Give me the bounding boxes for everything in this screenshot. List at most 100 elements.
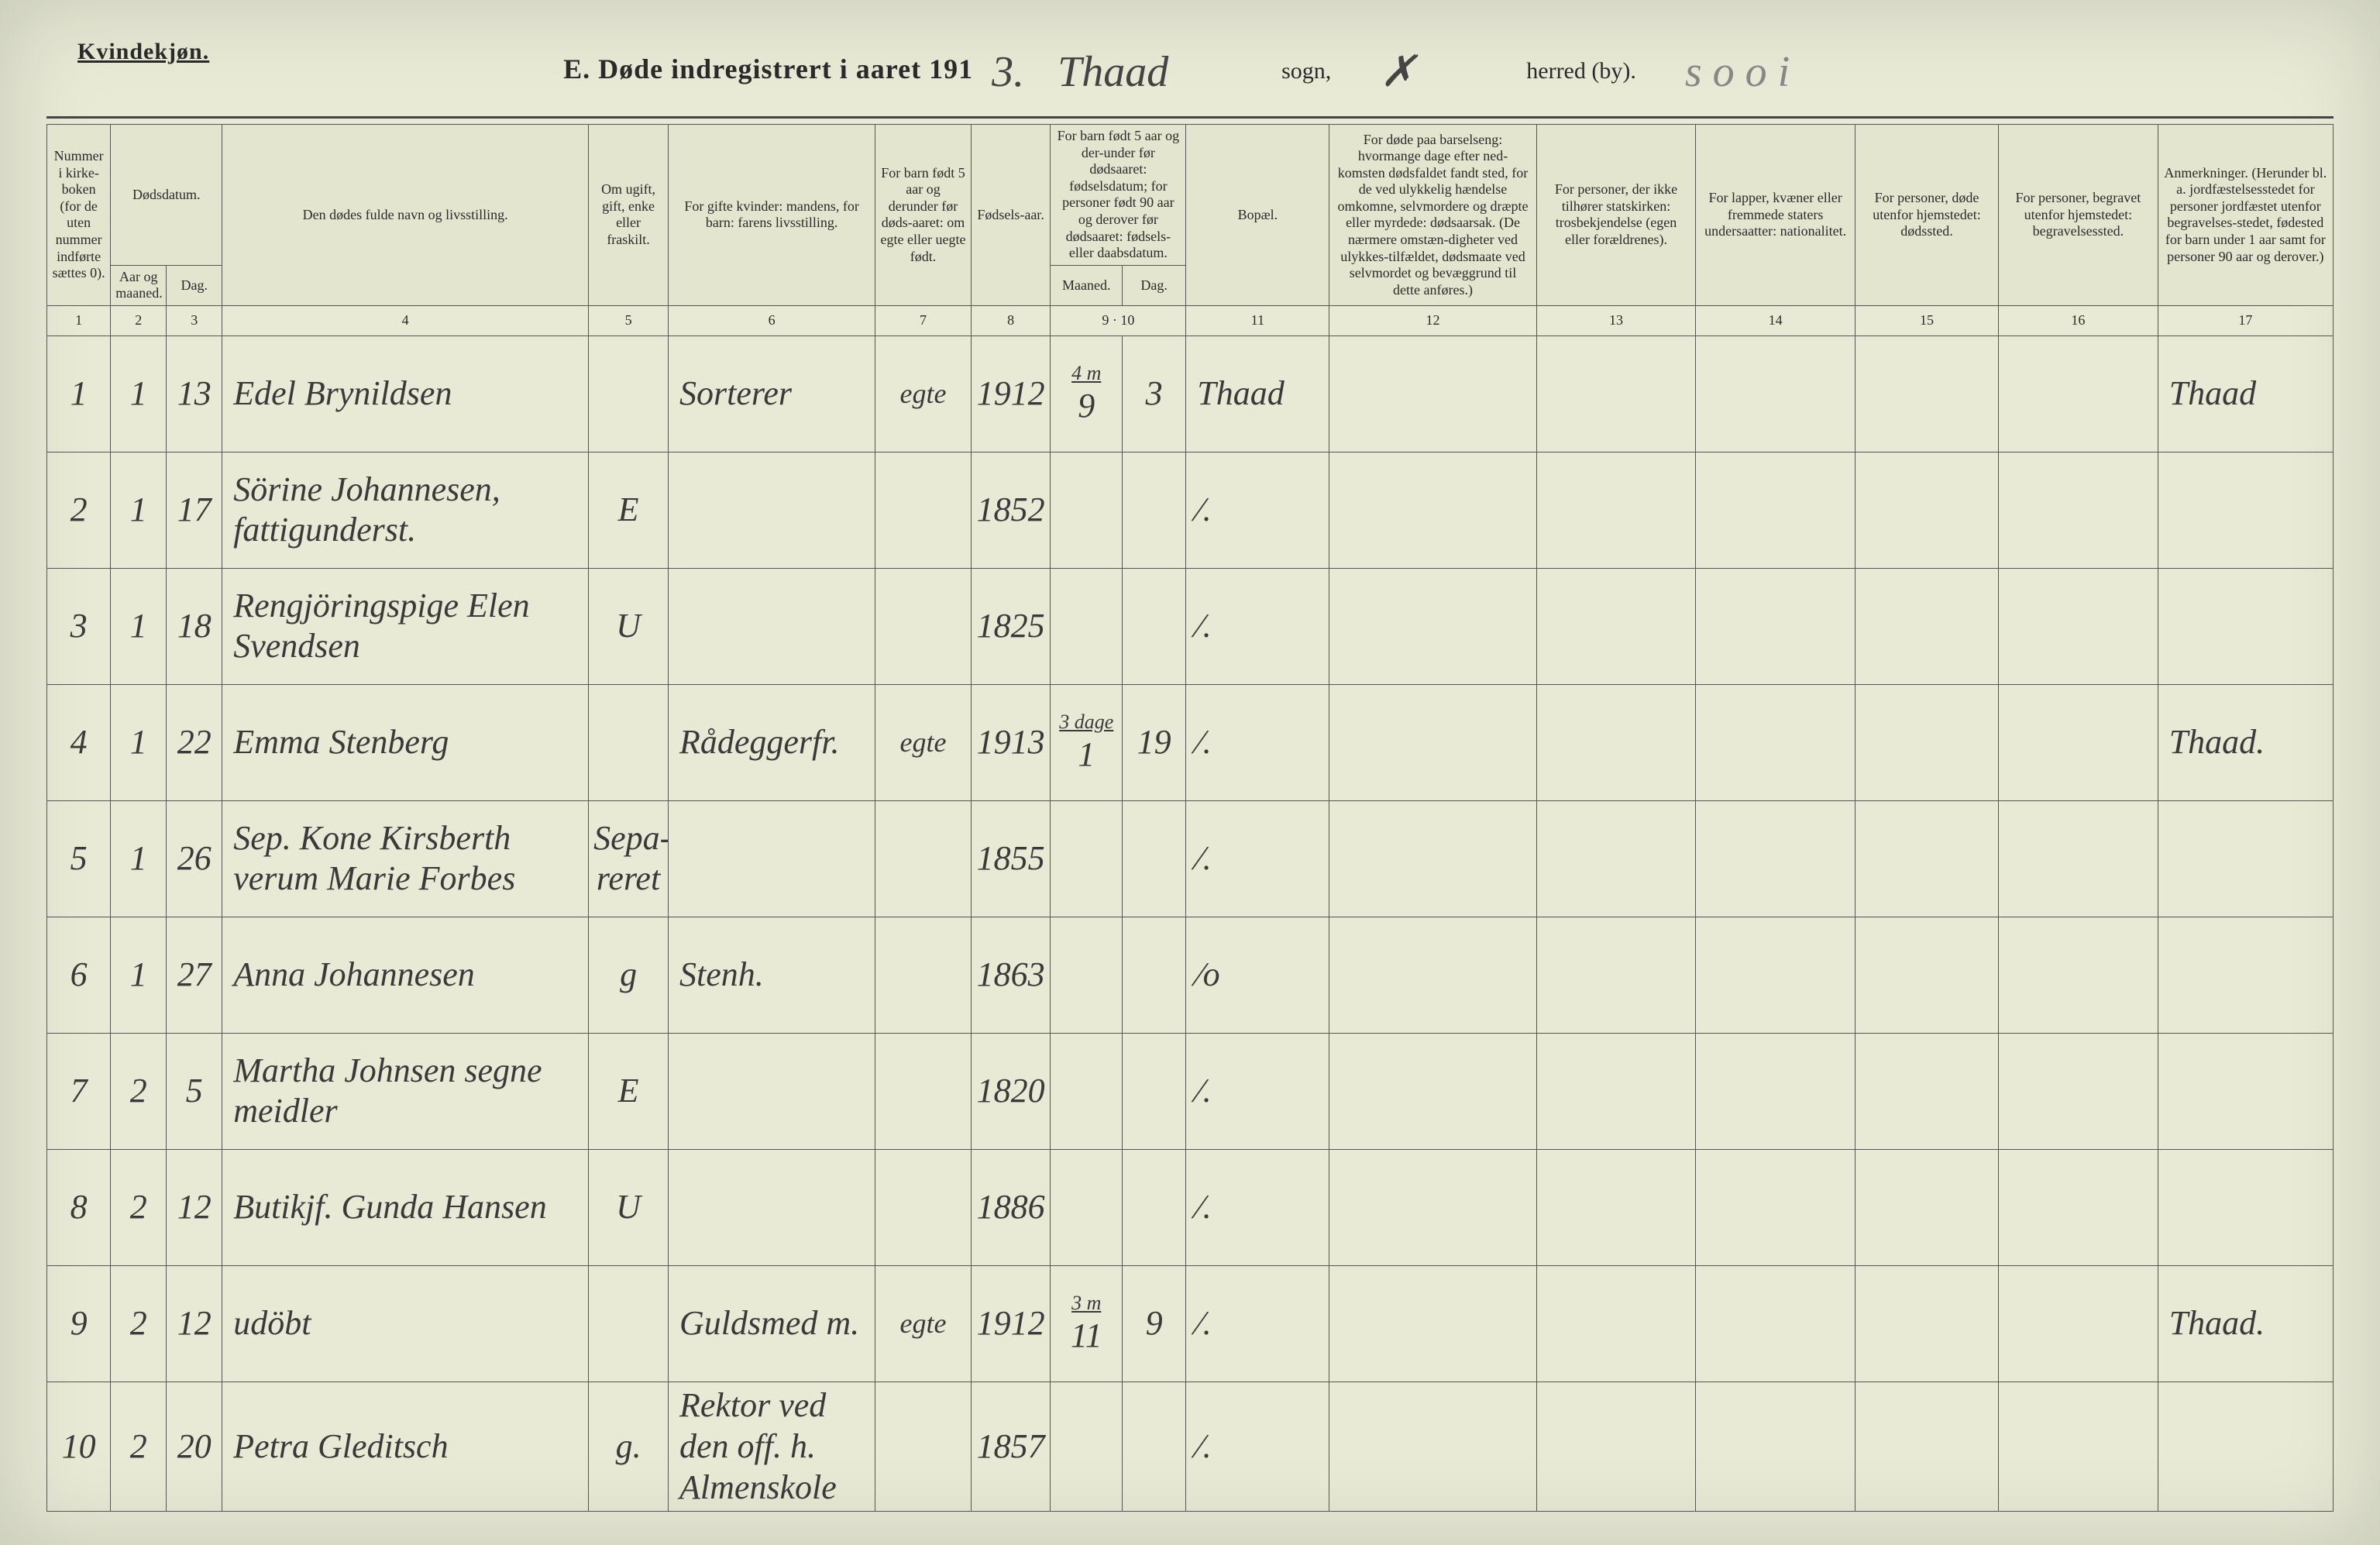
- col-header: Om ugift, gift, enke eller fraskilt.: [589, 125, 669, 306]
- col-header: Anmerkninger. (Herunder bl. a. jordfæste…: [2158, 125, 2333, 306]
- col-subheader: Aar og maaned.: [111, 265, 167, 305]
- cell: [1051, 800, 1123, 917]
- cell: Edel Brynildsen: [222, 335, 589, 452]
- cell: Sep. Kone Kirsberth verum Marie Forbes: [222, 800, 589, 917]
- cell: 1855: [971, 800, 1051, 917]
- cell: U: [589, 1149, 669, 1265]
- cell: 1825: [971, 568, 1051, 684]
- title-prefix: E. Døde indregistrert i aaret 191: [563, 53, 973, 84]
- title-rule: [46, 116, 2334, 119]
- cell: g.: [589, 1382, 669, 1511]
- cell: Martha Johnsen segne meidler: [222, 1033, 589, 1149]
- cell: [668, 1033, 875, 1149]
- cell: [1696, 1149, 1856, 1265]
- cell: Thaad: [2158, 335, 2333, 452]
- colnum: 2: [111, 305, 167, 335]
- cell: ⁄.: [1186, 1382, 1329, 1511]
- cell: Anna Johannesen: [222, 917, 589, 1033]
- cell: 1: [111, 917, 167, 1033]
- colnum: 1: [47, 305, 111, 335]
- cell: ⁄.: [1186, 1033, 1329, 1149]
- cell: ⁄.: [1186, 684, 1329, 800]
- cell: [1536, 1265, 1696, 1382]
- cell: [875, 1382, 971, 1511]
- table-row: 1113Edel BrynildsenSortereregte19124 m93…: [47, 335, 2334, 452]
- col-subheader: Dag.: [1123, 265, 1186, 305]
- cell: 18: [167, 568, 222, 684]
- col-subheader: Dag.: [167, 265, 222, 305]
- cell: 1912: [971, 1265, 1051, 1382]
- cell: 4 m9: [1051, 335, 1123, 452]
- cell: 26: [167, 800, 222, 917]
- cell: [1329, 1382, 1536, 1511]
- cell: egte: [875, 335, 971, 452]
- cell: [875, 1033, 971, 1149]
- cell: 2: [111, 1265, 167, 1382]
- table-row: 4122Emma StenbergRådeggerfr.egte19133 da…: [47, 684, 2334, 800]
- register-page: Kvindekjøn. E. Døde indregistrert i aare…: [0, 0, 2380, 1545]
- cell: Thaad.: [2158, 684, 2333, 800]
- cell: ⁄.: [1186, 1265, 1329, 1382]
- cell: [1536, 917, 1696, 1033]
- cell: [1696, 1382, 1856, 1511]
- cell: [1536, 684, 1696, 800]
- cell: [1999, 1382, 2158, 1511]
- cell: 10: [47, 1382, 111, 1511]
- cell: [875, 452, 971, 568]
- cell: 1: [111, 568, 167, 684]
- table-row: 10220Petra Gleditschg.Rektor ved den off…: [47, 1382, 2334, 1511]
- cell: [2158, 800, 2333, 917]
- cell: Sorterer: [668, 335, 875, 452]
- cell: [1329, 335, 1536, 452]
- cell: Sepa-reret: [589, 800, 669, 917]
- cell: [1999, 568, 2158, 684]
- cell: 5: [167, 1033, 222, 1149]
- cell: 9: [47, 1265, 111, 1382]
- col-header: Bopæl.: [1186, 125, 1329, 306]
- cell: [1051, 452, 1123, 568]
- cell: 19: [1123, 684, 1186, 800]
- colnum: 16: [1999, 305, 2158, 335]
- cell: [1855, 452, 1998, 568]
- cell: E: [589, 452, 669, 568]
- sogn-value: Thaad: [1047, 47, 1259, 97]
- cell: [1051, 1033, 1123, 1149]
- cell: [1329, 917, 1536, 1033]
- cell: ⁄.: [1186, 1149, 1329, 1265]
- cell: egte: [875, 684, 971, 800]
- cell: Rådeggerfr.: [668, 684, 875, 800]
- colnum: 8: [971, 305, 1051, 335]
- col-header: For personer, døde utenfor hjemstedet: d…: [1855, 125, 1998, 306]
- col-header: For personer, begravet utenfor hjemstede…: [1999, 125, 2158, 306]
- cell: [1329, 568, 1536, 684]
- colnum: 7: [875, 305, 971, 335]
- cell: 13: [167, 335, 222, 452]
- cell: [1536, 452, 1696, 568]
- cell: [1855, 335, 1998, 452]
- cell: 2: [111, 1382, 167, 1511]
- cell: 1913: [971, 684, 1051, 800]
- col-header: Dødsdatum.: [111, 125, 222, 266]
- colnum: 13: [1536, 305, 1696, 335]
- cell: 3 m11: [1051, 1265, 1123, 1382]
- col-header: For lapper, kvæner eller fremmede stater…: [1696, 125, 1856, 306]
- right-annotation: s o o i: [1674, 47, 1809, 97]
- cell: [1696, 335, 1856, 452]
- cell: 5: [47, 800, 111, 917]
- year-suffix: 3.: [981, 47, 1024, 97]
- col-header: For barn født 5 aar og derunder før døds…: [875, 125, 971, 306]
- cell: [1536, 1149, 1696, 1265]
- cell: [1999, 452, 2158, 568]
- cell: [1123, 917, 1186, 1033]
- cell: [1999, 335, 2158, 452]
- cell: [2158, 917, 2333, 1033]
- cell: Butikjf. Gunda Hansen: [222, 1149, 589, 1265]
- cell: [2158, 452, 2333, 568]
- cell: 3: [47, 568, 111, 684]
- cell: [1051, 1149, 1123, 1265]
- cell: 3 dage1: [1051, 684, 1123, 800]
- cell: ⁄.: [1186, 568, 1329, 684]
- table-row: 8212Butikjf. Gunda HansenU1886⁄.: [47, 1149, 2334, 1265]
- cell: 1: [111, 452, 167, 568]
- cell: [1999, 917, 2158, 1033]
